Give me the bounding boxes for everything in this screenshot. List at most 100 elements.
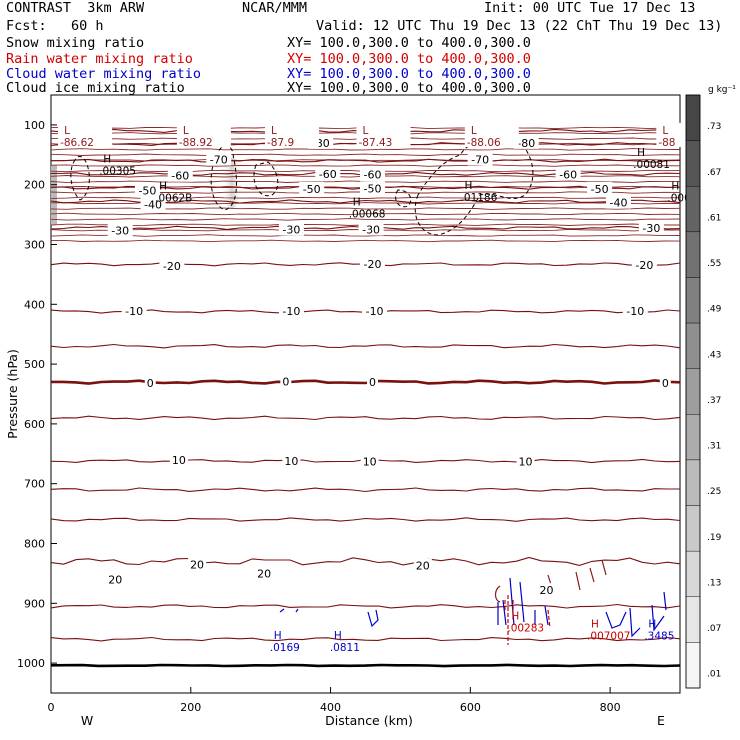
surface-line — [50, 663, 681, 668]
contour-label: -70 — [210, 154, 228, 167]
contour-label-bg — [169, 452, 188, 466]
contour-label: 10 — [519, 456, 533, 469]
extremum-value: .00283 — [507, 622, 544, 634]
colorbar-label: .01 — [707, 670, 721, 680]
extremum-value: .01186 — [461, 192, 498, 204]
cloud-water-contour — [367, 609, 379, 628]
contour-0 — [51, 379, 681, 385]
colorbar-swatch — [685, 596, 701, 643]
colorbar-label: .61 — [707, 213, 721, 223]
contour-label: -20 — [163, 260, 181, 273]
colorbar-label: .67 — [707, 168, 721, 178]
contour-label: -50 — [138, 185, 156, 198]
extremum-marker: H — [353, 197, 361, 209]
cloud-water-contour — [605, 591, 667, 638]
contour-label-bg — [362, 303, 388, 317]
contour-label: -10 — [282, 305, 300, 318]
cloud-ice-contours — [70, 133, 534, 236]
upper-contour-line — [50, 158, 681, 162]
x-tick-label: 200 — [180, 701, 201, 714]
west-label: W — [81, 713, 93, 728]
contour-label-bg — [278, 222, 304, 236]
contour-labels: -80 -80-70 -70-60 -60 -60 -60-50 -50 -50 -50-40-… — [106, 135, 671, 597]
contour-label: 10 — [363, 456, 377, 469]
contour-label-bg — [106, 572, 125, 586]
extremum-marker: L — [363, 125, 369, 137]
colorbar-unit: g kg⁻¹ — [708, 85, 736, 95]
forecast-hour: Fcst: 60 h — [6, 18, 104, 34]
contour-label-bg — [366, 375, 378, 389]
y-tick-label: 500 — [24, 358, 45, 371]
y-tick-label: 700 — [24, 478, 45, 491]
contour-label: -10 — [626, 305, 644, 318]
cloud-water-contour — [504, 595, 514, 645]
extremum-marker: H — [591, 618, 599, 630]
y-axis: 100 200 300 400 500 600 700 800 900 1000 — [17, 119, 57, 670]
field-snow-name: Snow mixing ratio — [6, 35, 145, 51]
contour-label: -20 — [635, 259, 653, 272]
contour-label: 0 — [369, 376, 376, 389]
upper-contour-line — [50, 234, 681, 237]
contour-label: 20 — [540, 584, 554, 597]
colorbar-swatch — [685, 414, 701, 461]
extremum-marker: H — [648, 618, 656, 630]
colorbar-label: .37 — [707, 396, 721, 406]
extremum-bg — [264, 122, 319, 147]
extremum-marker: H — [103, 154, 111, 166]
contour-label-bg — [631, 257, 657, 271]
cloud-ice-contour — [70, 156, 90, 201]
extrema-labels: L-86.62L-88.92L-87.9L-87.43L-88.06L-88H.… — [58, 122, 711, 654]
contour-line — [50, 343, 681, 349]
colorbar-swatch — [685, 94, 701, 141]
contour-label-bg — [605, 195, 631, 209]
contour-label-bg — [537, 583, 556, 597]
contour-label-bg — [587, 181, 613, 195]
extremum-marker: H — [511, 610, 519, 622]
contour-label-bg — [638, 220, 664, 234]
contour-label: 0 — [147, 377, 154, 390]
colorbar-swatch — [685, 231, 701, 278]
colorbar-swatch — [685, 277, 701, 324]
extremum-marker: L — [64, 125, 70, 137]
contour-label-bg — [282, 453, 301, 467]
contour-label: 20 — [257, 567, 271, 580]
x-axis: 0 200 400 600 800 — [48, 687, 621, 714]
contour--70 — [51, 158, 681, 163]
contour-label: -50 — [303, 183, 321, 196]
init-time: Init: 00 UTC Tue 17 Dec 13 — [484, 0, 696, 16]
colorbar-label: .73 — [707, 122, 721, 132]
colorbar-label: .43 — [707, 350, 721, 360]
field-cloudice-name: Cloud ice mixing ratio — [6, 80, 185, 96]
cloud-ice-contour — [395, 189, 412, 208]
extremum-value: .00305 — [99, 166, 136, 178]
colorbar-swatch — [685, 368, 701, 415]
extremum-marker: H — [274, 630, 282, 642]
contour-label-bg — [167, 168, 193, 182]
extremum-value: -88 — [658, 137, 675, 149]
extremum-value: .0811 — [330, 642, 360, 654]
colorbar-swatch — [685, 642, 701, 689]
extremum-marker: L — [183, 125, 189, 137]
colorbar-swatch — [685, 550, 701, 597]
colorbar-swatch — [685, 322, 701, 369]
contour-label: 20 — [108, 573, 122, 586]
contour-label-bg — [255, 566, 274, 580]
cloud-ice-contour — [414, 133, 534, 236]
contour-label: -80 — [517, 137, 535, 150]
contour-label-bg — [107, 223, 133, 237]
contour-label-bg — [299, 181, 325, 195]
y-tick-label: 1000 — [17, 657, 45, 670]
extremum-marker: L — [271, 125, 277, 137]
org-label: NCAR/MMM — [242, 0, 308, 16]
extremum-value: .0062B — [155, 193, 192, 205]
shading-left-edge — [51, 165, 57, 225]
y-tick-label: 200 — [24, 179, 45, 192]
colorbar-label: .25 — [707, 487, 721, 497]
upper-contour-line — [50, 148, 681, 151]
contour-label: -60 — [171, 170, 189, 183]
cloud-water-contours — [279, 559, 667, 645]
contour-label: 10 — [172, 454, 186, 467]
contour-label-bg — [413, 558, 432, 572]
contour-label: -60 — [319, 168, 337, 181]
contour-label-bg — [280, 374, 292, 388]
